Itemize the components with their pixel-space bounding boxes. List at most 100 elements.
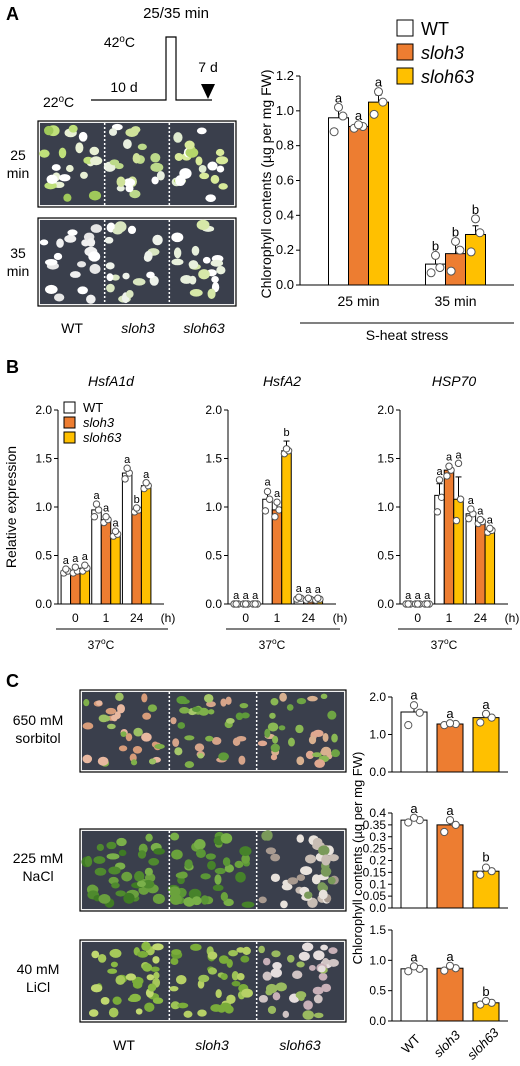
treatment-label: NaCl xyxy=(22,868,53,884)
y-tick-label: 2.0 xyxy=(369,690,386,704)
seedling xyxy=(104,236,114,244)
seedling xyxy=(44,125,54,136)
seedling xyxy=(236,973,245,981)
seedling xyxy=(65,164,74,173)
significance-letter: a xyxy=(375,75,383,90)
seedling xyxy=(93,856,106,864)
y-tick-label: 0.0 xyxy=(276,277,294,292)
seedling xyxy=(195,848,206,859)
seedling xyxy=(171,849,183,860)
data-point xyxy=(404,967,413,976)
seedling xyxy=(123,139,132,150)
seedling xyxy=(96,843,104,852)
seedling xyxy=(112,996,122,1005)
seedling xyxy=(122,272,130,280)
seedling xyxy=(265,847,277,855)
seedling xyxy=(194,743,205,752)
significance-letter: a xyxy=(446,803,454,818)
seedling xyxy=(175,175,186,186)
data-point xyxy=(445,961,455,970)
data-point xyxy=(102,513,110,521)
seedling xyxy=(327,876,336,885)
seedling xyxy=(286,704,294,711)
significance-letter: a xyxy=(482,697,490,712)
seedling xyxy=(82,722,94,730)
legend-swatch xyxy=(396,67,414,85)
x-tick-label: 24 xyxy=(130,611,144,625)
seedling xyxy=(175,975,187,985)
seedling xyxy=(211,276,219,283)
significance-letter: a xyxy=(305,584,312,596)
seedling xyxy=(144,250,153,262)
seedling xyxy=(241,901,255,908)
seedling xyxy=(149,275,159,286)
legend-swatch xyxy=(63,431,76,444)
data-point xyxy=(404,600,412,608)
data-point xyxy=(62,565,70,573)
seedling xyxy=(106,273,114,282)
legend-label: sloh63 xyxy=(421,67,474,87)
seedling xyxy=(207,951,218,960)
seedling xyxy=(231,970,239,981)
seedling xyxy=(203,693,214,703)
seedling xyxy=(312,752,322,758)
seedling xyxy=(156,171,165,181)
significance-letter: a xyxy=(103,503,110,515)
bar xyxy=(443,469,455,605)
seedling xyxy=(97,756,109,766)
seedling xyxy=(314,759,326,768)
seedling xyxy=(320,944,328,951)
seedling xyxy=(154,743,165,750)
seedling xyxy=(174,747,183,756)
bar xyxy=(484,529,496,605)
y-tick-label: 1.5 xyxy=(377,452,394,466)
seedling xyxy=(206,701,216,708)
seedling xyxy=(132,278,146,286)
temp-unit: C xyxy=(277,638,286,652)
seedling xyxy=(270,697,279,706)
seedling xyxy=(121,871,133,882)
data-point xyxy=(445,462,453,470)
seedling xyxy=(305,750,315,760)
seedling xyxy=(58,147,67,159)
seedling xyxy=(59,174,71,182)
seedling xyxy=(185,147,199,158)
legend-swatch xyxy=(63,416,76,429)
seedling xyxy=(131,126,141,134)
bar xyxy=(281,450,292,605)
seedling xyxy=(173,132,183,143)
seedling xyxy=(114,221,127,233)
y-tick-label: 0.4 xyxy=(369,806,386,820)
seedling xyxy=(321,746,332,755)
seedling xyxy=(262,971,272,981)
seedling xyxy=(114,162,124,170)
seedling xyxy=(193,839,206,850)
seedling xyxy=(188,260,199,269)
seedling xyxy=(296,834,304,843)
y-tick-label: 0.1 xyxy=(369,877,386,891)
seedling xyxy=(296,756,305,766)
seedling xyxy=(211,737,222,745)
temp-value: 22 xyxy=(43,94,59,110)
seedling xyxy=(198,164,207,173)
significance-letter: a xyxy=(405,590,412,602)
temp-value: 37 xyxy=(88,638,102,652)
data-point xyxy=(261,507,270,515)
data-point xyxy=(409,813,419,822)
seedling xyxy=(142,712,152,720)
seedling xyxy=(97,954,107,963)
seedling xyxy=(109,949,122,958)
seedling xyxy=(200,895,209,905)
seedling xyxy=(312,837,323,846)
temp-degree: o xyxy=(444,636,449,646)
y-tick-label: 2.0 xyxy=(35,403,52,417)
seedling xyxy=(39,239,49,246)
seedling xyxy=(234,860,244,869)
significance-letter: b xyxy=(283,427,289,439)
x-unit-label: (h) xyxy=(161,611,176,625)
seedling xyxy=(77,261,87,268)
data-point xyxy=(404,721,413,730)
data-point xyxy=(81,561,89,569)
seedling xyxy=(129,993,141,1002)
